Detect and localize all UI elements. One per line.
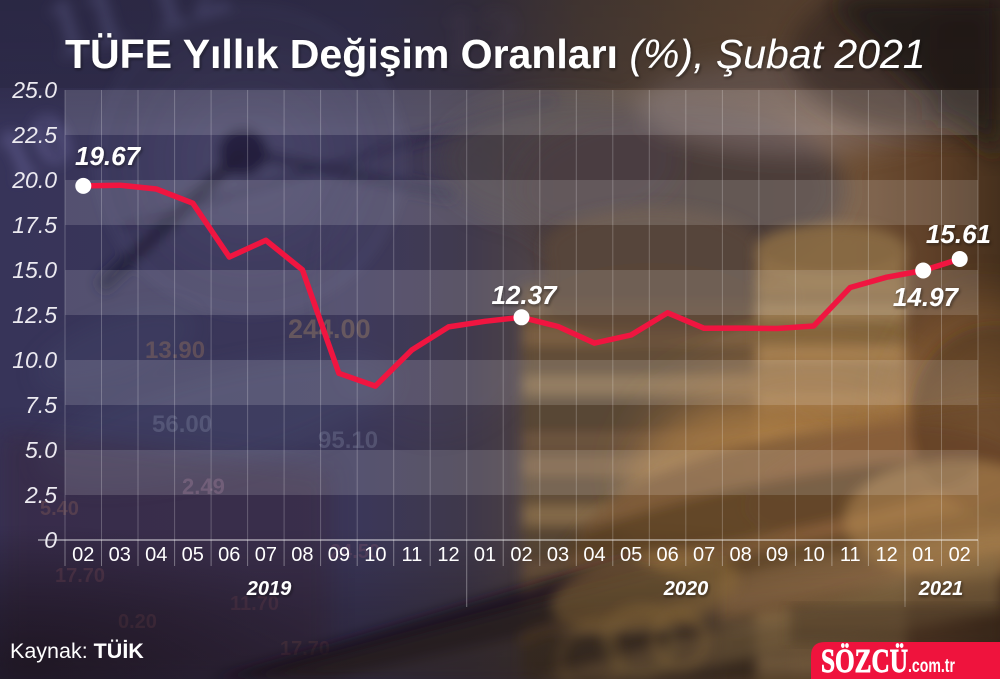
- svg-text:5.40: 5.40: [40, 498, 79, 520]
- svg-text:2019: 2019: [246, 578, 292, 600]
- svg-text:22.5: 22.5: [11, 122, 57, 148]
- svg-text:TÜFE Yıllık Değişim Oranları (: TÜFE Yıllık Değişim Oranları (%), Şubat …: [65, 31, 926, 77]
- svg-text:01: 01: [912, 544, 934, 566]
- svg-text:08: 08: [729, 544, 751, 566]
- svg-text:13.90: 13.90: [145, 337, 205, 364]
- svg-text:07: 07: [255, 544, 277, 566]
- svg-text:2020: 2020: [663, 578, 709, 600]
- svg-text:10: 10: [803, 544, 825, 566]
- svg-text:95.10: 95.10: [318, 427, 378, 454]
- svg-text:20.0: 20.0: [11, 167, 57, 193]
- svg-text:15.0: 15.0: [12, 257, 57, 283]
- svg-text:11: 11: [402, 544, 423, 566]
- svg-text:12: 12: [876, 544, 898, 566]
- svg-text:2.5: 2.5: [24, 482, 57, 508]
- svg-text:.com.tr: .com.tr: [908, 656, 955, 677]
- svg-text:Kaynak: TÜİK: Kaynak: TÜİK: [10, 638, 144, 663]
- svg-text:SÖZCÜ: SÖZCÜ: [821, 643, 908, 679]
- svg-text:04: 04: [583, 544, 605, 566]
- svg-text:56.00: 56.00: [152, 411, 212, 438]
- svg-text:02: 02: [510, 544, 532, 566]
- svg-text:06: 06: [656, 544, 678, 566]
- svg-text:14.97: 14.97: [893, 282, 960, 312]
- svg-text:03: 03: [547, 544, 569, 566]
- svg-text:02: 02: [72, 544, 94, 566]
- svg-text:12.37: 12.37: [491, 280, 558, 310]
- svg-text:0: 0: [44, 527, 57, 553]
- svg-text:15.61: 15.61: [926, 219, 991, 249]
- svg-text:09: 09: [766, 544, 788, 566]
- svg-text:01: 01: [474, 544, 496, 566]
- svg-text:17.5: 17.5: [12, 212, 57, 238]
- svg-text:12.5: 12.5: [12, 302, 57, 328]
- svg-text:10: 10: [364, 544, 386, 566]
- svg-text:04: 04: [145, 544, 167, 566]
- svg-text:11: 11: [840, 544, 861, 566]
- svg-text:2021: 2021: [918, 578, 964, 600]
- svg-text:03: 03: [109, 544, 131, 566]
- svg-text:10.0: 10.0: [12, 347, 57, 373]
- svg-text:2.49: 2.49: [182, 474, 225, 499]
- svg-text:05: 05: [182, 544, 204, 566]
- svg-text:12: 12: [437, 544, 459, 566]
- svg-text:5.0: 5.0: [25, 437, 57, 463]
- svg-text:7.5: 7.5: [25, 392, 57, 418]
- svg-text:08: 08: [291, 544, 313, 566]
- svg-text:02: 02: [949, 544, 971, 566]
- svg-text:09: 09: [328, 544, 350, 566]
- svg-text:19.67: 19.67: [75, 141, 142, 171]
- svg-text:06: 06: [218, 544, 240, 566]
- svg-text:05: 05: [620, 544, 642, 566]
- svg-text:07: 07: [693, 544, 715, 566]
- svg-text:25.0: 25.0: [11, 77, 57, 103]
